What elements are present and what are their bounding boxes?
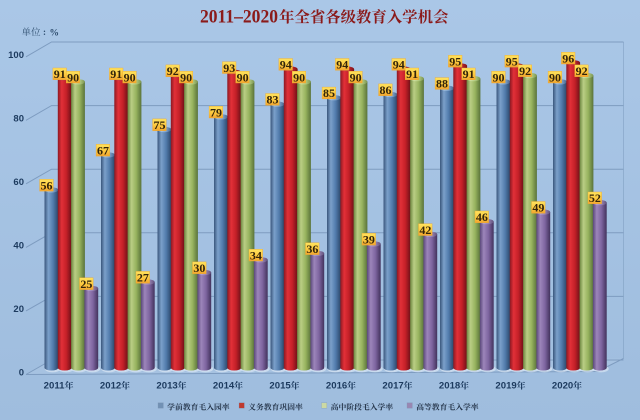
svg-text:25: 25 [80,277,92,291]
svg-text:80: 80 [13,114,24,125]
svg-text:49: 49 [532,201,544,215]
svg-text:2011–2020: 2011–2020 [200,6,278,27]
svg-text:91: 91 [110,67,122,81]
svg-text:90: 90 [293,70,305,84]
svg-text:40: 40 [13,241,24,252]
svg-text:30: 30 [193,261,205,275]
svg-text:92: 92 [576,64,588,78]
svg-text:2015: 2015 [269,381,291,392]
svg-text:96: 96 [562,51,574,65]
svg-text:90: 90 [124,70,136,84]
svg-text:2020: 2020 [552,381,573,392]
svg-text:2013: 2013 [156,381,177,392]
svg-text:90: 90 [549,70,561,84]
svg-text:100: 100 [8,50,24,61]
svg-text:2019: 2019 [495,381,516,392]
svg-text:34: 34 [250,248,262,262]
svg-text:88: 88 [436,77,448,91]
svg-text:90: 90 [180,70,192,84]
svg-text:85: 85 [323,86,335,100]
svg-text:90: 90 [350,70,362,84]
svg-text:2014: 2014 [213,381,235,392]
svg-text:93: 93 [223,61,235,75]
svg-text:52: 52 [589,191,601,205]
svg-text:56: 56 [41,178,53,192]
svg-text:27: 27 [137,271,149,285]
svg-text:2018: 2018 [439,381,461,392]
svg-text:46: 46 [476,210,488,224]
svg-text:36: 36 [306,242,318,256]
svg-text:94: 94 [336,58,348,72]
svg-text:90: 90 [67,70,79,84]
svg-text:90: 90 [237,70,249,84]
svg-text:86: 86 [380,83,392,97]
svg-text:95: 95 [506,54,518,68]
svg-text:2012: 2012 [100,381,121,392]
svg-text:0: 0 [19,368,24,379]
svg-text:92: 92 [519,64,531,78]
svg-text:94: 94 [280,58,292,72]
svg-text:95: 95 [449,54,461,68]
svg-text:67: 67 [97,143,109,157]
svg-text:83: 83 [267,93,279,107]
svg-text:91: 91 [406,67,418,81]
svg-text:92: 92 [167,64,179,78]
svg-text:2017: 2017 [382,381,403,392]
svg-text:39: 39 [363,232,375,246]
svg-text:42: 42 [419,223,431,237]
svg-text:90: 90 [493,70,505,84]
svg-text:79: 79 [210,105,222,119]
svg-text:%: % [50,28,60,38]
svg-text::: : [43,27,46,37]
svg-text:75: 75 [154,118,166,132]
svg-text:20: 20 [13,304,24,315]
svg-text:2011: 2011 [44,381,65,392]
svg-text:2016: 2016 [326,381,347,392]
svg-text:94: 94 [393,58,405,72]
svg-text:91: 91 [463,67,475,81]
svg-text:91: 91 [54,67,66,81]
svg-text:60: 60 [13,177,24,188]
